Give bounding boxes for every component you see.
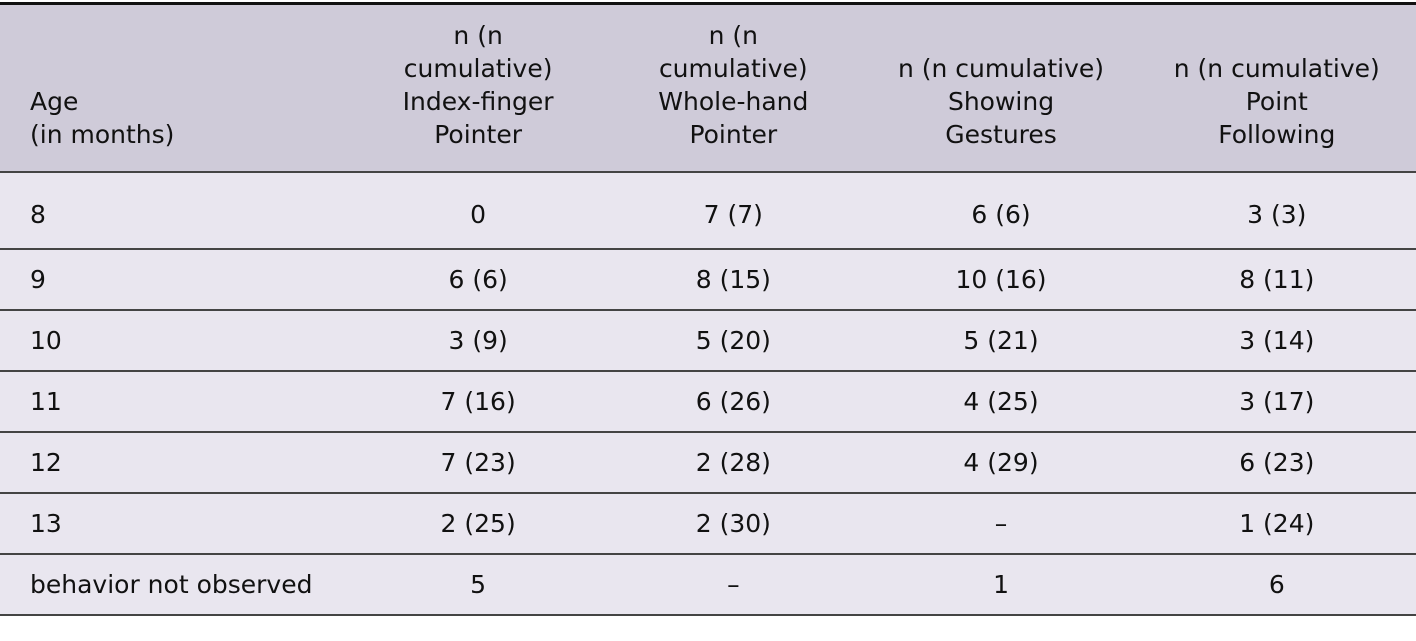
- column-header: n (n cumulative) Whole-hand Pointer: [602, 4, 864, 173]
- table-cell: 7 (7): [703, 200, 763, 229]
- header-line: Showing: [947, 87, 1055, 116]
- table-row: 13 2 (25) 2 (30) – 1 (24): [0, 493, 1416, 554]
- column-header: n (n cumulative) Showing Gestures: [864, 4, 1137, 173]
- table-cell: 2 (30): [695, 509, 771, 538]
- column-header: n (n cumulative) Point Following: [1138, 4, 1416, 173]
- data-table: Age (in months) n (n cumulative) Index-finge…: [0, 2, 1416, 616]
- header-line: Point: [1245, 87, 1308, 116]
- table-cell: 3 (9): [448, 326, 508, 355]
- table-cell: 3 (14): [1239, 326, 1315, 355]
- table-cell: 7 (23): [440, 448, 516, 477]
- table-cell: 10 (16): [955, 265, 1047, 294]
- header-line: Whole-hand: [658, 87, 809, 116]
- header-line: n (n: [453, 21, 503, 50]
- table-cell: 4 (29): [963, 448, 1039, 477]
- header-row: Age (in months) n (n cumulative) Index-finge…: [0, 3, 1416, 173]
- table-cell: 7 (16): [440, 387, 516, 416]
- header-line: cumulative): [403, 54, 553, 83]
- table-cell: 2 (25): [440, 509, 516, 538]
- table-cell: –: [994, 509, 1008, 538]
- table-cell: 6: [1268, 570, 1285, 599]
- row-label: 8: [30, 200, 46, 229]
- row-label: 10: [30, 326, 62, 355]
- table-cell: 4 (25): [963, 387, 1039, 416]
- table-cell: 6 (6): [971, 200, 1031, 229]
- table-cell: 5 (21): [963, 326, 1039, 355]
- table-cell: 6 (6): [448, 265, 508, 294]
- column-header: Age (in months): [0, 4, 354, 173]
- table-cell: 6 (26): [695, 387, 771, 416]
- table-cell: 1: [993, 570, 1009, 599]
- table-cell: 5: [470, 570, 487, 599]
- table-cell: 6 (23): [1239, 448, 1315, 477]
- table-row: 9 6 (6) 8 (15) 10 (16) 8 (11): [0, 249, 1416, 310]
- header-line: Pointer: [434, 120, 522, 149]
- column-header: n (n cumulative) Index-finger Pointer: [354, 4, 602, 173]
- table-cell: 3 (17): [1239, 387, 1315, 416]
- row-label: 13: [30, 509, 62, 538]
- header-line: Age: [30, 87, 79, 116]
- header-line: Following: [1218, 120, 1336, 149]
- table-row: 10 3 (9) 5 (20) 5 (21) 3 (14): [0, 310, 1416, 371]
- row-label: 12: [30, 448, 62, 477]
- table-cell: –: [727, 570, 740, 599]
- table-cell: 0: [470, 200, 487, 229]
- table-cell: 8 (15): [695, 265, 771, 294]
- table-cell: 8 (11): [1239, 265, 1315, 294]
- table-row: 8 0 7 (7) 6 (6) 3 (3): [0, 172, 1416, 249]
- header-line: Gestures: [945, 120, 1057, 149]
- header-line: cumulative): [658, 54, 808, 83]
- header-line: n (n: [708, 21, 758, 50]
- header-line: n (n cumulative): [1173, 54, 1380, 83]
- row-label: 11: [30, 387, 62, 416]
- header-line: Pointer: [689, 120, 778, 149]
- header-line: n (n cumulative): [897, 54, 1105, 83]
- table-row: 11 7 (16) 6 (26) 4 (25) 3 (17): [0, 371, 1416, 432]
- table-cell: 2 (28): [695, 448, 771, 477]
- table-cell: 3 (3): [1247, 200, 1307, 229]
- table-cell: 1 (24): [1239, 509, 1315, 538]
- row-label: 9: [30, 265, 46, 294]
- header-line: Index-finger: [402, 87, 554, 116]
- table-cell: 5 (20): [695, 326, 771, 355]
- table-row: 12 7 (23) 2 (28) 4 (29) 6 (23): [0, 432, 1416, 493]
- row-label: behavior not observed: [30, 570, 313, 599]
- header-line: (in months): [30, 120, 175, 149]
- table-row: behavior not observed 5 – 1 6: [0, 554, 1416, 615]
